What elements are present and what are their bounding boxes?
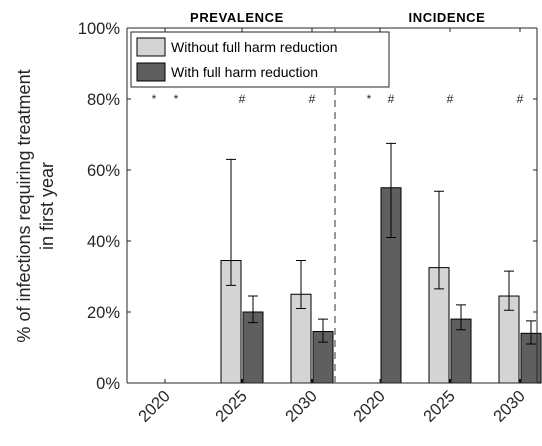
y-tick-label: 20% — [87, 304, 120, 322]
y-tick-label: 60% — [87, 162, 120, 180]
y-tick-label: 80% — [87, 91, 120, 109]
significance-marker: # — [517, 92, 524, 106]
y-axis-label-line: % of infections requiring treatment — [14, 69, 34, 342]
legend-label: Without full harm reduction — [171, 39, 338, 55]
legend: Without full harm reduction With full har… — [130, 31, 390, 88]
x-tick-label: 2020 — [350, 387, 389, 426]
legend-label: With full harm reduction — [171, 64, 318, 80]
y-tick-label: 100% — [78, 20, 121, 38]
error-bar-with-4 — [456, 304, 466, 331]
error-bar-without-5 — [504, 270, 514, 311]
significance-marker: # — [388, 92, 395, 106]
error-bar-with-2 — [318, 318, 328, 343]
significance-marker: # — [309, 92, 316, 106]
x-tick-label: 2030 — [282, 387, 321, 426]
x-tick-label: 2030 — [490, 387, 529, 426]
x-tick-label: 2025 — [420, 387, 459, 426]
section-label-incidence: INCIDENCE — [409, 10, 486, 25]
significance-marker: * — [174, 92, 179, 106]
significance-marker: # — [447, 92, 454, 106]
legend-box — [130, 31, 390, 88]
error-bar-with-3 — [386, 142, 396, 238]
error-bar-with-5 — [526, 320, 536, 345]
axes-layer — [126, 27, 538, 384]
error-bars-layer — [226, 142, 536, 345]
y-tick-label: 0% — [96, 375, 120, 393]
legend-swatch — [136, 62, 166, 82]
error-bar-without-2 — [296, 260, 306, 309]
error-bar-with-1 — [248, 295, 258, 324]
section-label-prevalence: PREVALENCE — [190, 10, 284, 25]
legend-swatch — [136, 37, 166, 57]
y-tick-label: 40% — [87, 233, 120, 251]
error-bar-without-4 — [434, 190, 444, 290]
y-axis-label-line: in first year — [37, 162, 57, 250]
bars-layer — [220, 187, 542, 384]
x-tick-label: 2025 — [212, 387, 251, 426]
y-axis-label: % of infections requiring treatment in fi… — [14, 69, 57, 342]
error-bar-without-1 — [226, 158, 236, 286]
significance-marker: * — [152, 92, 157, 106]
significance-marker: * — [367, 92, 372, 106]
significance-marker: # — [239, 92, 246, 106]
x-tick-label: 2020 — [135, 387, 174, 426]
